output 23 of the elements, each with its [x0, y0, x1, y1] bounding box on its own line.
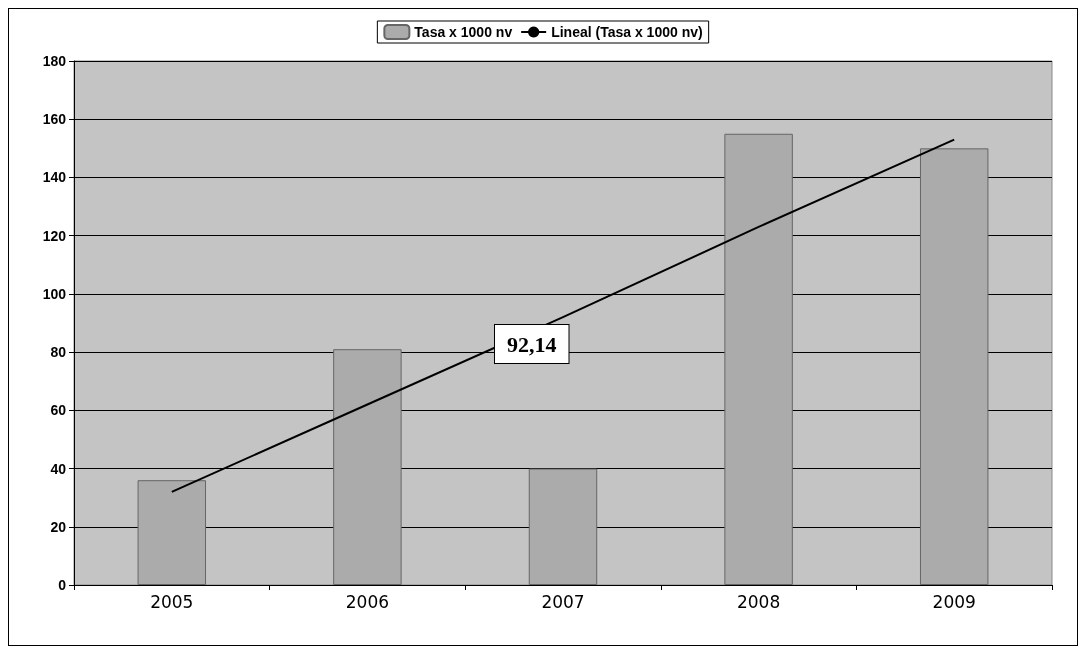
y-tick-label: 160 — [42, 111, 67, 128]
x-tick-label: 2005 — [150, 591, 194, 612]
y-tick-label: 60 — [50, 402, 67, 419]
bar — [528, 468, 598, 585]
bar — [919, 148, 989, 585]
y-tick-label: 180 — [42, 53, 67, 69]
y-tick-label: 20 — [50, 518, 67, 535]
bar — [724, 133, 793, 585]
x-tick-label: 2009 — [932, 591, 976, 612]
x-tick-label: 2007 — [541, 591, 585, 612]
legend-label: Tasa x 1000 nv — [414, 24, 513, 40]
bar — [137, 480, 207, 585]
bar — [333, 349, 402, 585]
y-tick-label: 100 — [42, 285, 67, 302]
y-tick-label: 0 — [58, 577, 67, 593]
annotation: 92,14 — [507, 331, 557, 357]
y-tick-label: 140 — [42, 169, 67, 186]
x-tick-label: 2006 — [345, 591, 390, 612]
y-tick-label: 40 — [50, 460, 67, 477]
x-tick-label: 2008 — [736, 591, 781, 612]
legend-label: Lineal (Tasa x 1000 nv) — [551, 24, 703, 40]
y-tick-label: 80 — [50, 344, 67, 361]
y-tick-label: 120 — [42, 227, 67, 244]
